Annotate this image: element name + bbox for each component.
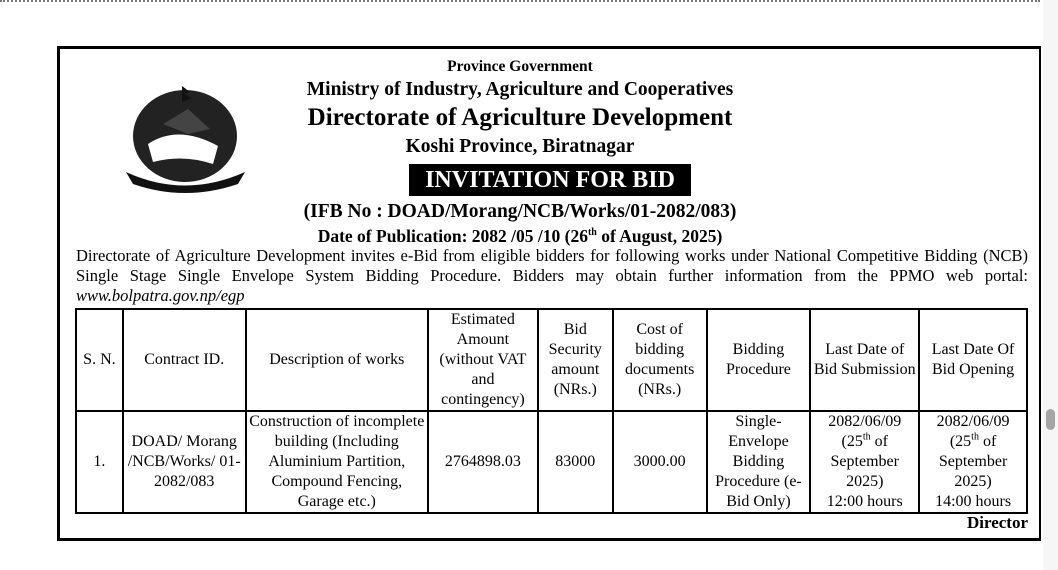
province-government: Province Government: [447, 58, 593, 75]
cell-procedure: Single-Envelope Bidding Procedure (e-Bid…: [705, 410, 812, 514]
table-row: 1. DOAD/ Morang /NCB/Works/ 01-2082/083 …: [75, 410, 1028, 514]
intro-paragraph: Directorate of Agriculture Development i…: [76, 246, 1028, 305]
cell-contract-id: DOAD/ Morang /NCB/Works/ 01-2082/083: [121, 410, 247, 514]
col-sn: S. N.: [75, 308, 124, 412]
col-contract-id: Contract ID.: [121, 308, 247, 412]
page-break-line: [0, 0, 1040, 2]
signature-director: Director: [966, 513, 1028, 532]
bid-table: S. N. Contract ID. Description of works …: [75, 308, 1028, 514]
invitation-banner: INVITATION FOR BID: [409, 164, 691, 196]
directorate-name: Directorate of Agriculture Development: [307, 104, 733, 131]
col-bid-security: Bid Security amount (NRs.): [536, 308, 614, 412]
notice-border: [57, 46, 1041, 541]
cell-cost: 3000.00: [611, 410, 708, 514]
cell-description: Construction of incomplete building (Inc…: [244, 410, 429, 514]
ifb-number: (IFB No : DOAD/Morang/NCB/Works/01-2082/…: [303, 201, 737, 222]
cell-opening-date: 2082/06/09 (25th of September 2025) 14:00 …: [918, 410, 1028, 514]
col-estimated-amount: Estimated Amount (without VAT and contin…: [426, 308, 539, 412]
table-header-row: S. N. Contract ID. Description of works …: [75, 308, 1028, 412]
cell-estimated: 2764898.03: [426, 410, 539, 514]
col-description: Description of works: [244, 308, 429, 412]
col-bidding-procedure: Bidding Procedure: [705, 308, 812, 412]
publication-date: Date of Publication: 2082 /05 /10 (26th …: [317, 226, 723, 246]
col-last-date-opening: Last Date Of Bid Opening: [918, 308, 1028, 412]
scrollbar-track[interactable]: [1043, 0, 1058, 570]
location: Koshi Province, Biratnagar: [405, 136, 635, 157]
col-cost-documents: Cost of bidding documents (NRs.): [611, 308, 708, 412]
ministry-name: Ministry of Industry, Agriculture and Co…: [306, 79, 734, 100]
nepal-emblem-logo: [126, 86, 245, 193]
cell-sn: 1.: [75, 410, 124, 514]
cell-submission-date: 2082/06/09 (25th of September 2025) 12:00 …: [809, 410, 921, 514]
scrollbar-thumb[interactable]: [1046, 409, 1055, 430]
col-last-date-submission: Last Date of Bid Submission: [809, 308, 921, 412]
cell-security: 83000: [536, 410, 614, 514]
ppmo-portal-link[interactable]: www.bolpatra.gov.np/egp: [76, 286, 245, 305]
